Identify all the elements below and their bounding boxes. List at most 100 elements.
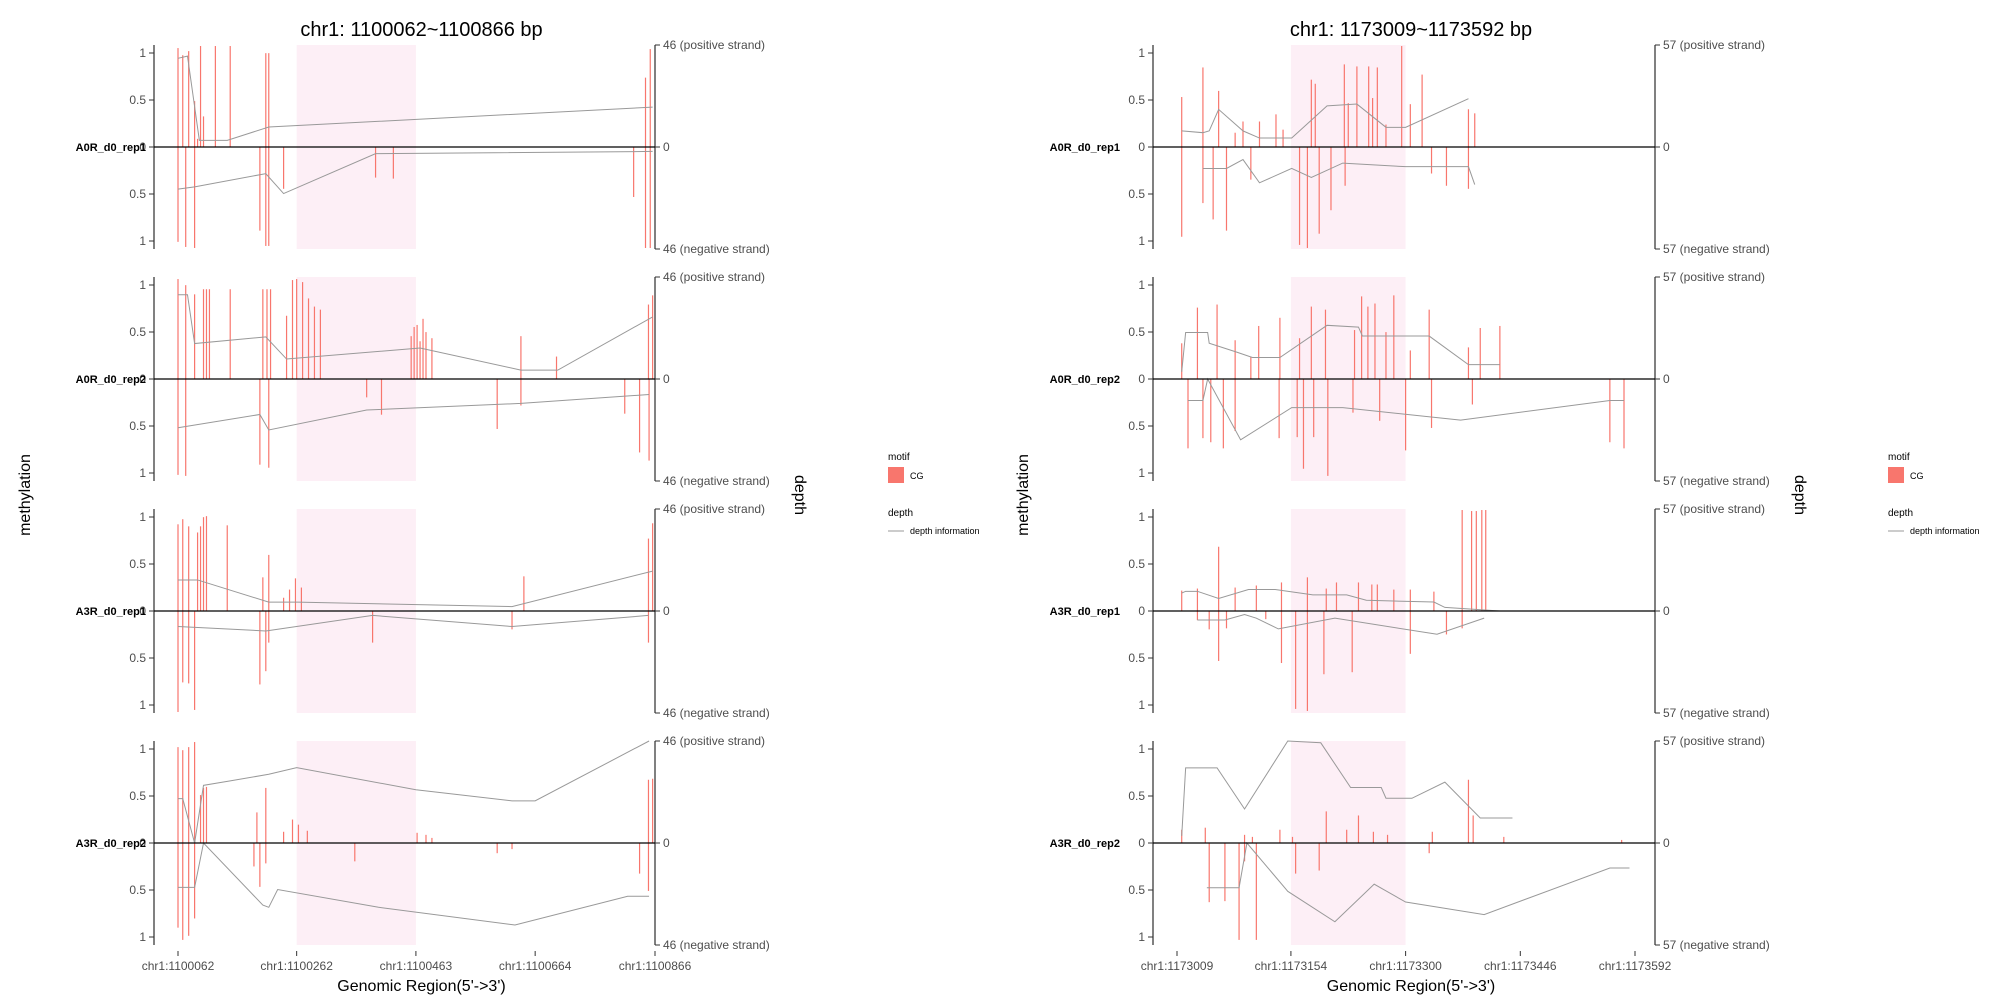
legend-depth-label: depth information [1910, 526, 1980, 536]
x-tick-label: chr1:1100463 [380, 959, 453, 973]
sample-label: A3R_d0_rep1 [76, 606, 146, 618]
methylation-tick-label: 0 [1138, 836, 1145, 850]
track-A0R_d0_rep2: 1 0.5 0 0.5 1 46 (positive strand) 0 46 (negati… [76, 270, 770, 488]
depth-tick-label: 0 [663, 836, 670, 850]
methylation-tick-label: 0.5 [1128, 93, 1145, 107]
methylation-tick-label: 0.5 [1128, 187, 1145, 201]
y-axis-title-methylation: methylation [17, 454, 34, 536]
depth-line-positive [1181, 589, 1500, 612]
depth-tick-label: 57 (negative strand) [1663, 706, 1770, 720]
methylation-tick-label: 1 [139, 698, 146, 712]
methylation-tick-label: 1 [1138, 742, 1145, 756]
depth-line-negative [177, 614, 649, 632]
depth-tick-label: 57 (negative strand) [1663, 242, 1770, 256]
depth-line-negative [1202, 158, 1476, 185]
methylation-tick-label: 0.5 [129, 325, 146, 339]
depth-tick-label: 0 [663, 140, 670, 154]
x-tick-label: chr1:1173154 [1255, 959, 1328, 973]
methylation-tick-label: 1 [1138, 46, 1145, 60]
depth-tick-label: 0 [1663, 604, 1670, 618]
depth-line-positive [1181, 324, 1500, 372]
methylation-tick-label: 0.5 [129, 419, 146, 433]
depth-line-positive [177, 55, 653, 141]
depth-tick-label: 46 (positive strand) [663, 270, 765, 284]
methylation-tick-label: 0 [139, 836, 146, 850]
x-axis-title: Genomic Region(5'->3') [337, 978, 505, 995]
depth-tick-label: 57 (positive strand) [1663, 270, 1765, 284]
x-axis-title: Genomic Region(5'->3') [1327, 978, 1495, 995]
y-axis-title-depth: depth [1791, 475, 1808, 515]
x-tick-label: chr1:1173009 [1141, 959, 1214, 973]
methylation-tick-label: 1 [1138, 466, 1145, 480]
methylation-tick-label: 1 [139, 466, 146, 480]
depth-tick-label: 46 (negative strand) [663, 474, 770, 488]
depth-tick-label: 57 (negative strand) [1663, 938, 1770, 952]
y-axis-title-depth: depth [791, 475, 808, 515]
depth-tick-label: 57 (positive strand) [1663, 38, 1765, 52]
legend-motif-label: CG [910, 471, 924, 481]
sample-label: A0R_d0_rep2 [1050, 374, 1120, 386]
depth-line-negative [177, 150, 653, 195]
legend-depth-label: depth information [910, 526, 980, 536]
methylation-tick-label: 1 [139, 930, 146, 944]
depth-tick-label: 0 [663, 372, 670, 386]
depth-tick-label: 57 (positive strand) [1663, 734, 1765, 748]
chart-title: chr1: 1100062~1100866 bp [300, 19, 542, 41]
methylation-tick-label: 1 [139, 234, 146, 248]
depth-line-positive [178, 294, 653, 371]
track-A3R_d0_rep1: 1 0.5 0 0.5 1 46 (positive strand) 0 46 (negati… [76, 502, 770, 720]
depth-tick-label: 46 (positive strand) [663, 734, 765, 748]
track-A3R_d0_rep2: 1 0.5 0 0.5 1 57 (positive strand) 0 57 (negati… [1050, 734, 1770, 952]
depth-tick-label: 46 (positive strand) [663, 502, 765, 516]
methylation-tick-label: 0.5 [1128, 883, 1145, 897]
sample-label: A0R_d0_rep2 [76, 374, 146, 386]
depth-line-positive [1181, 740, 1513, 836]
methylation-tick-label: 0 [1138, 604, 1145, 618]
depth-tick-label: 46 (negative strand) [663, 938, 770, 952]
track-A0R_d0_rep1: 1 0.5 0 0.5 1 57 (positive strand) 0 57 (negati… [1050, 38, 1770, 256]
methylation-tick-label: 0.5 [1128, 419, 1145, 433]
depth-line-positive [178, 740, 650, 844]
methylation-tick-label: 0.5 [1128, 651, 1145, 665]
methylation-tick-label: 1 [139, 46, 146, 60]
depth-tick-label: 46 (positive strand) [663, 38, 765, 52]
methylation-tick-label: 0.5 [129, 187, 146, 201]
methylation-tick-label: 1 [1138, 278, 1145, 292]
methylation-tick-label: 1 [1138, 234, 1145, 248]
right-panel: chr1: 1173009~1173592 bp 1 0.5 0 0.5 1 57 (pos… [1015, 19, 1980, 995]
x-tick-label: chr1:1173300 [1369, 959, 1442, 973]
x-tick-label: chr1:1100866 [619, 959, 692, 973]
methylation-tick-label: 0.5 [1128, 557, 1145, 571]
sample-label: A0R_d0_rep1 [76, 142, 146, 154]
depth-line-negative [1206, 841, 1630, 923]
left-panel: chr1: 1100062~1100866 bp 1 0.5 0 0.5 1 46 (pos… [17, 19, 980, 995]
depth-tick-label: 0 [1663, 372, 1670, 386]
methylation-tick-label: 1 [139, 742, 146, 756]
legend-depth-title: depth [1888, 508, 1913, 519]
x-tick-label: chr1:1100262 [260, 959, 333, 973]
methylation-tick-label: 1 [1138, 698, 1145, 712]
depth-tick-label: 57 (negative strand) [1663, 474, 1770, 488]
depth-line-positive [1181, 98, 1469, 139]
methylation-tick-label: 0 [1138, 140, 1145, 154]
track-A0R_d0_rep2: 1 0.5 0 0.5 1 57 (positive strand) 0 57 (negati… [1050, 270, 1770, 488]
depth-line-negative [1187, 377, 1625, 441]
sample-label: A3R_d0_rep1 [1050, 606, 1120, 618]
track-A0R_d0_rep1: 1 0.5 0 0.5 1 46 (positive strand) 0 46 (negati… [76, 38, 770, 256]
legend-depth-title: depth [888, 508, 913, 519]
methylation-tick-label: 0 [139, 140, 146, 154]
methylation-tick-label: 1 [1138, 930, 1145, 944]
legend-motif-swatch [888, 467, 904, 483]
methylation-tick-label: 0.5 [1128, 789, 1145, 803]
depth-line-positive [178, 570, 653, 608]
methylation-tick-label: 0.5 [1128, 325, 1145, 339]
x-tick-label: chr1:1173592 [1599, 959, 1672, 973]
x-tick-label: chr1:1100664 [499, 959, 572, 973]
methylation-tick-label: 0.5 [129, 883, 146, 897]
methylation-tick-label: 0.5 [129, 789, 146, 803]
y-axis-title-methylation: methylation [1015, 454, 1032, 536]
depth-tick-label: 46 (negative strand) [663, 706, 770, 720]
methylation-tick-label: 1 [1138, 510, 1145, 524]
